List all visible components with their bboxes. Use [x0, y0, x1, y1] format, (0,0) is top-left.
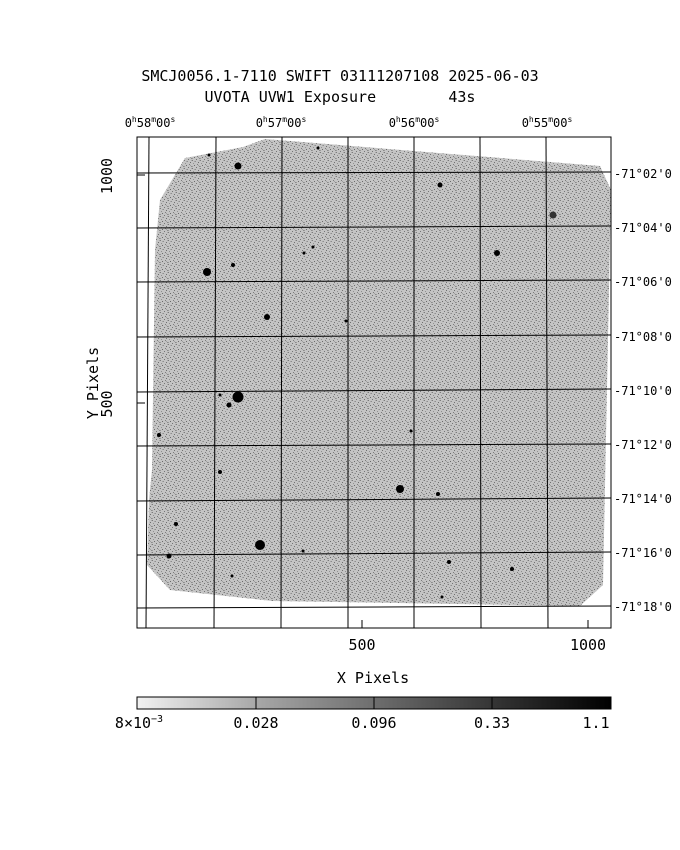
y-tick-label: 1000 — [98, 157, 116, 195]
dec-label: -71°10'0 — [614, 384, 672, 398]
sources — [157, 146, 557, 599]
plot-title-line-1: SMCJ0056.1-7110 SWIFT 03111207108 2025-0… — [141, 67, 539, 85]
coordinate-grid — [136, 136, 612, 629]
dec-label: -71°18'0 — [614, 600, 672, 614]
ra-label: 0h58m00s — [124, 115, 176, 131]
ra-label: 0h55m00s — [521, 115, 573, 131]
x-tick-label: 1000 — [569, 636, 607, 654]
dec-label: -71°14'0 — [614, 492, 672, 506]
y-axis-label: Y Pixels — [84, 346, 102, 420]
colorbar-label: 0.33 — [473, 714, 511, 732]
colorbar-label: 1.1 — [582, 714, 610, 732]
plot-title-line-2: UVOTA UVW1 Exposure 43s — [204, 88, 476, 106]
dec-label: -71°12'0 — [614, 438, 672, 452]
dec-label: -71°08'0 — [614, 330, 672, 344]
dec-label: -71°04'0 — [614, 221, 672, 235]
x-axis-label: X Pixels — [336, 669, 410, 687]
pixel-ticks — [137, 174, 589, 628]
colorbar-label: 0.096 — [351, 714, 397, 732]
dec-label: -71°16'0 — [614, 546, 672, 560]
dec-label: -71°02'0 — [614, 167, 672, 181]
x-tick-label: 500 — [348, 636, 376, 654]
plot-frame — [136, 136, 612, 629]
colorbar-label: 8×10−3 — [114, 714, 164, 732]
ra-label: 0h57m00s — [255, 115, 307, 131]
colorbar-ticks — [255, 697, 493, 709]
exposure-footprint — [147, 139, 611, 606]
ra-label: 0h56m00s — [388, 115, 440, 131]
colorbar-label: 0.028 — [233, 714, 279, 732]
dec-label: -71°06'0 — [614, 275, 672, 289]
